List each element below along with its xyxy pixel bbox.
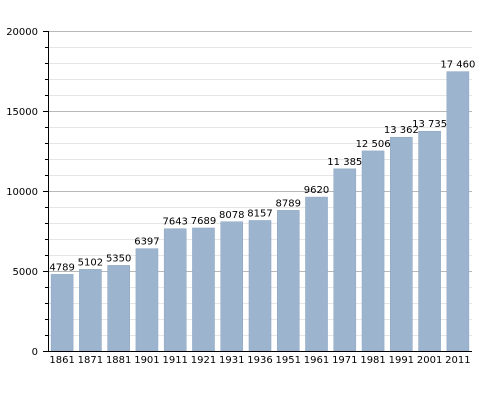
bar-value-label: 7689 bbox=[191, 216, 216, 227]
bar-value-label: 4789 bbox=[49, 262, 74, 273]
bar-value-label: 7643 bbox=[162, 217, 187, 228]
bar bbox=[79, 269, 102, 352]
axes bbox=[43, 31, 472, 352]
bar-value-label: 9620 bbox=[304, 185, 329, 196]
x-tick-label: 1991 bbox=[389, 355, 414, 366]
bar-value-label: 8157 bbox=[247, 208, 272, 219]
bar bbox=[220, 221, 244, 352]
x-tick-label: 1951 bbox=[276, 355, 301, 366]
bar bbox=[305, 196, 328, 352]
bar bbox=[446, 71, 470, 352]
x-tick-label: 1871 bbox=[78, 355, 103, 366]
bar-value-label: 6397 bbox=[134, 237, 159, 248]
x-tick-label: 1936 bbox=[247, 355, 272, 366]
y-tick-label: 0 bbox=[32, 347, 38, 358]
bar bbox=[390, 136, 413, 352]
y-tick-label: 15000 bbox=[6, 107, 38, 118]
bar-value-label: 11 385 bbox=[327, 157, 362, 168]
x-tick-label: 1921 bbox=[191, 355, 216, 366]
bar-value-label: 13 735 bbox=[412, 119, 447, 130]
bar-value-label: 8789 bbox=[276, 198, 301, 209]
y-tick-label: 20000 bbox=[6, 27, 38, 38]
bar bbox=[107, 265, 130, 352]
x-tick-label: 2011 bbox=[445, 355, 470, 366]
bar bbox=[248, 220, 272, 352]
bar-value-label: 5350 bbox=[106, 253, 131, 264]
bar bbox=[192, 227, 215, 352]
bar-value-label: 12 506 bbox=[356, 139, 391, 150]
x-tick-label: 1881 bbox=[106, 355, 131, 366]
bar bbox=[135, 248, 159, 352]
bar-value-label: 5102 bbox=[78, 257, 103, 268]
x-tick-label: 1911 bbox=[162, 355, 187, 366]
bar-value-label: 17 460 bbox=[440, 60, 475, 71]
x-tick-label: 1861 bbox=[49, 355, 74, 366]
x-tick-label: 1931 bbox=[219, 355, 244, 366]
labels: 0 5000 10000 15000 20000 4789 1861 5102 1871 5350… bbox=[6, 27, 475, 366]
bar-value-label: 13 362 bbox=[384, 125, 419, 136]
bar bbox=[163, 228, 187, 352]
bar bbox=[418, 130, 441, 352]
y-tick-label: 5000 bbox=[13, 267, 38, 278]
bar bbox=[361, 150, 385, 352]
x-tick-label: 1961 bbox=[304, 355, 329, 366]
x-tick-label: 1901 bbox=[134, 355, 159, 366]
x-tick-label: 1971 bbox=[332, 355, 357, 366]
bar bbox=[276, 210, 300, 352]
x-tick-label: 2001 bbox=[417, 355, 442, 366]
bar bbox=[333, 168, 357, 352]
y-tick-label: 10000 bbox=[6, 187, 38, 198]
bar bbox=[50, 274, 74, 352]
bar-value-label: 8078 bbox=[219, 210, 244, 221]
x-tick-label: 1981 bbox=[360, 355, 385, 366]
